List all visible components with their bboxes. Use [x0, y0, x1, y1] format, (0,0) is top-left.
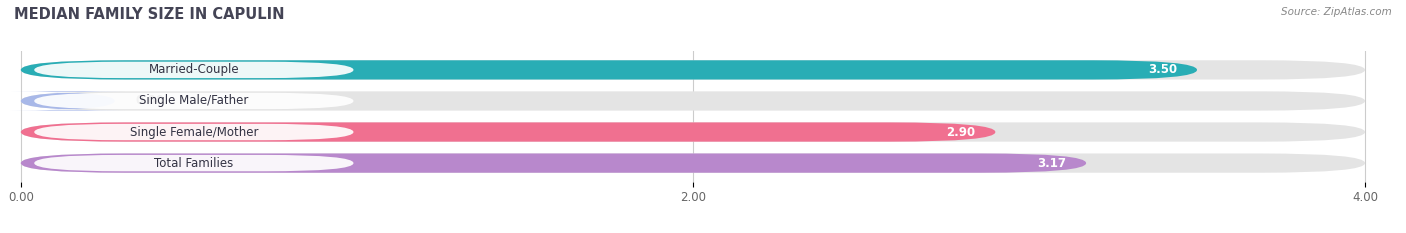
FancyBboxPatch shape — [34, 93, 353, 109]
FancyBboxPatch shape — [34, 155, 353, 171]
FancyBboxPatch shape — [34, 62, 353, 78]
FancyBboxPatch shape — [21, 91, 1365, 111]
Text: Total Families: Total Families — [155, 157, 233, 170]
Text: 3.17: 3.17 — [1038, 157, 1066, 170]
FancyBboxPatch shape — [34, 124, 353, 140]
FancyBboxPatch shape — [21, 60, 1365, 79]
FancyBboxPatch shape — [21, 122, 995, 142]
Text: Source: ZipAtlas.com: Source: ZipAtlas.com — [1281, 7, 1392, 17]
Text: 3.50: 3.50 — [1147, 63, 1177, 76]
FancyBboxPatch shape — [21, 122, 1365, 142]
Text: MEDIAN FAMILY SIZE IN CAPULIN: MEDIAN FAMILY SIZE IN CAPULIN — [14, 7, 284, 22]
Text: Single Female/Mother: Single Female/Mother — [129, 126, 259, 139]
Text: Married-Couple: Married-Couple — [149, 63, 239, 76]
Text: 2.90: 2.90 — [946, 126, 976, 139]
Text: Single Male/Father: Single Male/Father — [139, 94, 249, 107]
FancyBboxPatch shape — [11, 91, 125, 111]
FancyBboxPatch shape — [21, 154, 1085, 173]
Text: 0.00: 0.00 — [135, 94, 165, 107]
FancyBboxPatch shape — [21, 60, 1197, 79]
FancyBboxPatch shape — [21, 154, 1365, 173]
